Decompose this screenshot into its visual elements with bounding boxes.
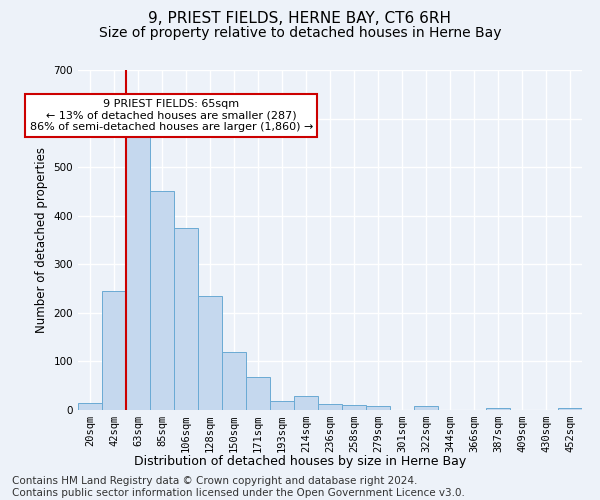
Bar: [270, 402, 294, 410]
Text: 9 PRIEST FIELDS: 65sqm
← 13% of detached houses are smaller (287)
86% of semi-de: 9 PRIEST FIELDS: 65sqm ← 13% of detached…: [29, 99, 313, 132]
Bar: [342, 405, 366, 410]
Text: Size of property relative to detached houses in Herne Bay: Size of property relative to detached ho…: [99, 26, 501, 40]
Text: 9, PRIEST FIELDS, HERNE BAY, CT6 6RH: 9, PRIEST FIELDS, HERNE BAY, CT6 6RH: [149, 11, 452, 26]
Bar: [198, 296, 222, 410]
Bar: [366, 406, 390, 410]
Bar: [174, 228, 198, 410]
Bar: [246, 377, 270, 410]
Bar: [222, 352, 246, 410]
Bar: [102, 291, 126, 410]
Bar: [414, 406, 438, 410]
Bar: [558, 408, 582, 410]
Bar: [150, 192, 174, 410]
Bar: [126, 124, 150, 410]
Bar: [486, 408, 510, 410]
Bar: [294, 396, 318, 410]
Text: Distribution of detached houses by size in Herne Bay: Distribution of detached houses by size …: [134, 455, 466, 468]
Text: Contains HM Land Registry data © Crown copyright and database right 2024.
Contai: Contains HM Land Registry data © Crown c…: [12, 476, 465, 498]
Bar: [78, 402, 102, 410]
Y-axis label: Number of detached properties: Number of detached properties: [35, 147, 48, 333]
Bar: [318, 404, 342, 410]
